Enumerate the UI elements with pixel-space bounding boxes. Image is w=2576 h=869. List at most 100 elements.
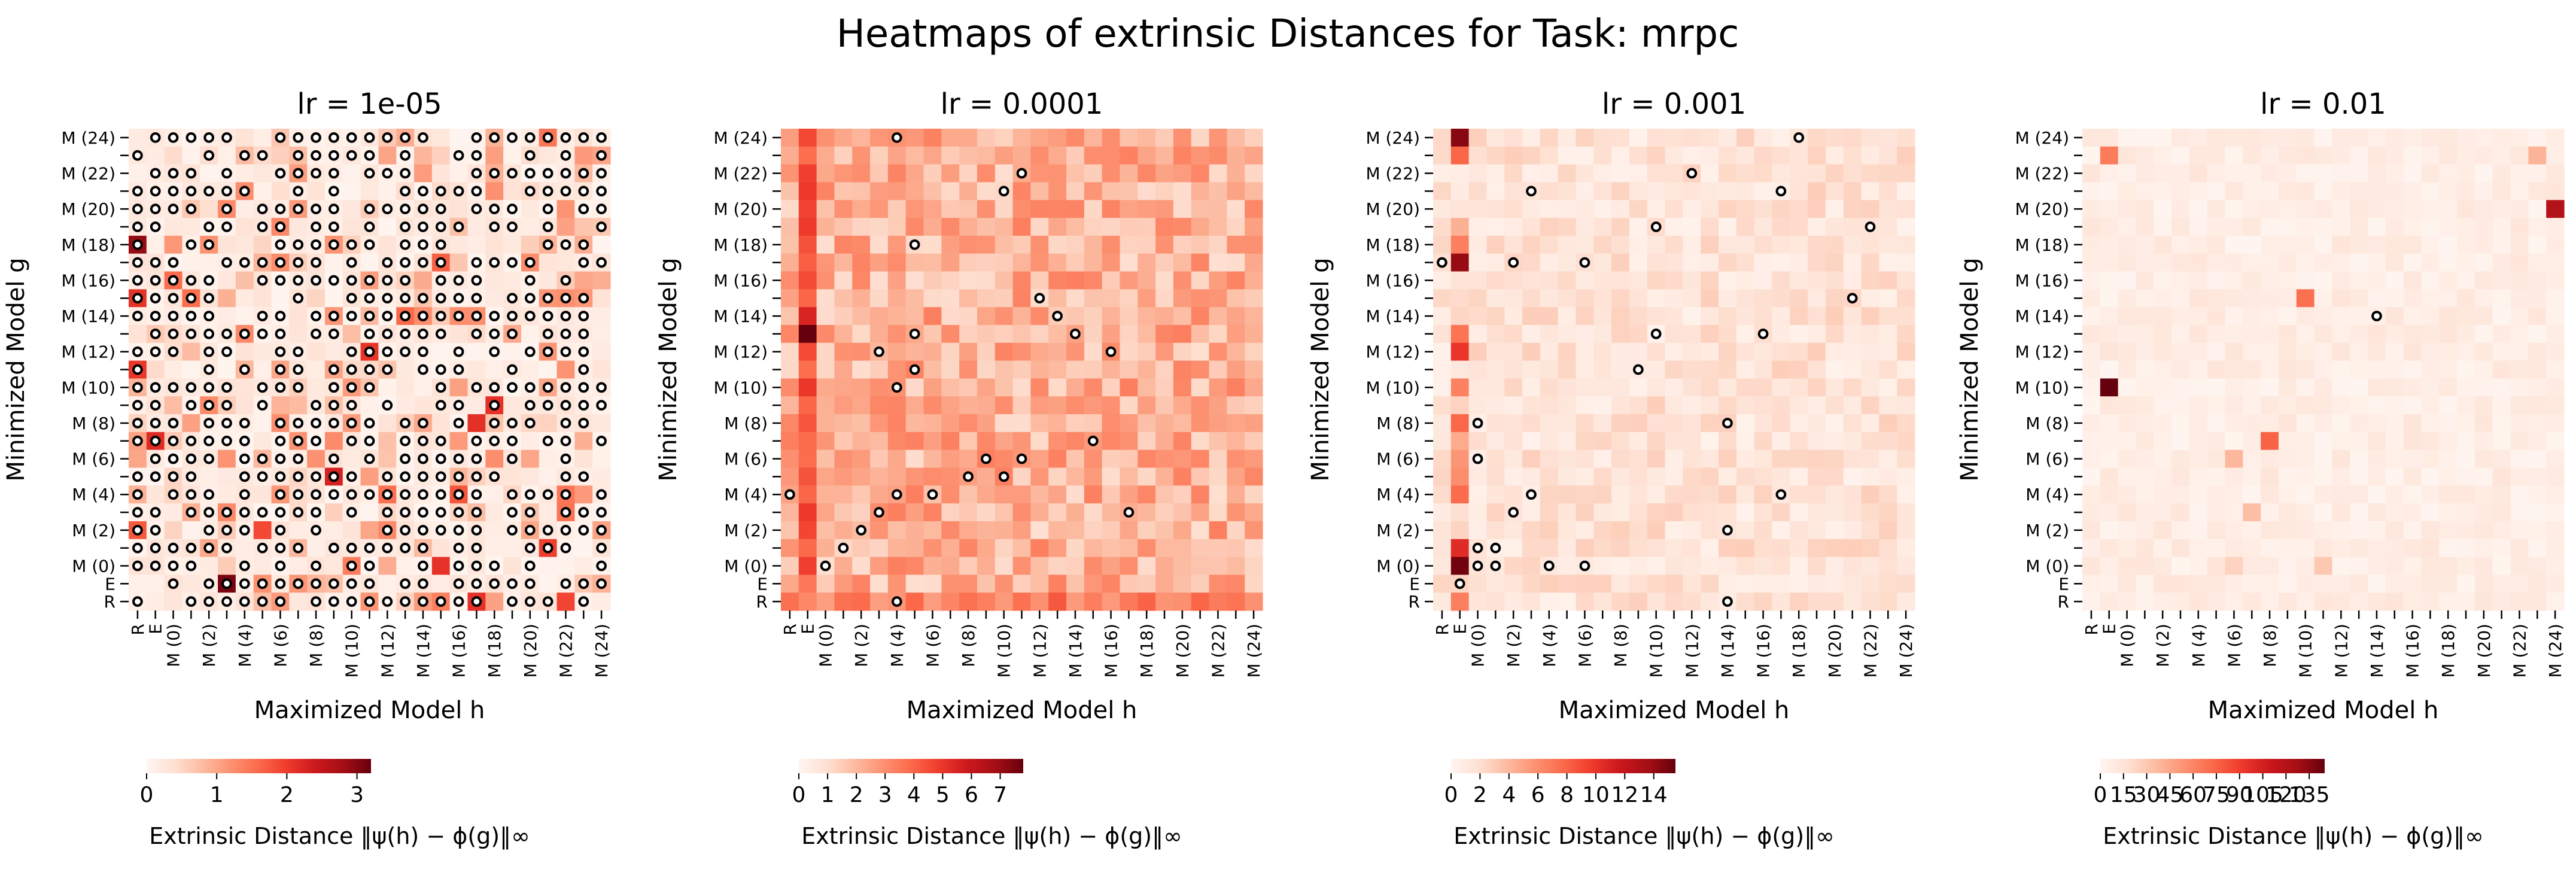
heatmap-cell [164,146,183,165]
heatmap-cell [994,414,1014,433]
significance-marker [524,400,536,411]
significance-marker [489,346,500,357]
significance-marker [400,578,410,590]
heatmap-cell [1576,146,1594,165]
heatmap-cell [1879,485,1897,504]
heatmap-cell [2296,449,2315,469]
heatmap-cell [2243,414,2261,433]
heatmap-cell [1825,253,1844,272]
heatmap-cell [146,235,165,254]
heatmap-cell [2261,432,2279,451]
heatmap-cell [2385,592,2404,611]
heatmap-cell [977,557,996,575]
significance-marker [418,524,428,536]
significance-marker [150,560,161,572]
heatmap-cell [1209,575,1227,593]
heatmap-cell [1486,235,1505,254]
heatmap-cell [2136,218,2154,236]
heatmap-cell [2457,129,2475,147]
heatmap-cell [1504,539,1523,558]
heatmap-cell [798,539,817,558]
heatmap-cell [1504,146,1523,165]
heatmap-cell [253,557,272,575]
heatmap-cell [2510,307,2529,326]
heatmap-cell [1522,432,1541,451]
heatmap-cell [2421,360,2440,379]
heatmap-cell [2314,129,2333,147]
colorbar [2100,759,2325,773]
heatmap-cell [2439,592,2458,611]
heatmap-cell [905,218,924,236]
significance-marker [203,186,215,197]
heatmap-cell [1772,271,1790,290]
heatmap-cell [1754,307,1773,326]
significance-marker [400,221,410,232]
heatmap-cell [1155,182,1174,200]
heatmap-cell [923,557,942,575]
heatmap-cell [923,253,942,272]
significance-marker [293,507,304,518]
heatmap-cell [1558,182,1577,200]
heatmap-cell [816,146,835,165]
heatmap-cell [1173,182,1192,200]
heatmap-cell [2296,129,2315,147]
significance-marker [275,578,286,590]
heatmap-cell [1861,307,1879,326]
significance-marker [257,329,268,339]
heatmap-cell [2118,503,2137,522]
heatmap-cell [1102,271,1121,290]
panel-title: lr = 0.0001 [941,87,1103,121]
heatmap-cell [2225,396,2243,415]
heatmap-cell [2118,307,2137,326]
significance-marker [275,346,286,357]
significance-marker [1123,507,1135,518]
x-tick-label: M (14) [1718,624,1738,678]
heatmap-cell [1504,432,1523,451]
heatmap-cell [1576,414,1594,433]
heatmap-cell [1790,575,1808,593]
heatmap-cell [1558,592,1577,611]
heatmap-cell [2546,467,2565,486]
x-tick-label: M (18) [1137,624,1157,678]
heatmap-cell [2368,235,2386,254]
heatmap-cell [1173,467,1192,486]
heatmap-cell [235,396,254,415]
x-tick-label: M (2) [851,624,871,667]
heatmap-cell [1012,146,1032,165]
heatmap-cell [1665,467,1684,486]
x-tick-label: M (22) [556,624,576,678]
heatmap-cell [1861,592,1879,611]
heatmap-cell [1433,539,1452,558]
heatmap-cell [1030,485,1049,504]
x-tick-label: M (16) [1754,624,1774,678]
heatmap-cell [2118,432,2137,451]
significance-marker [329,364,339,375]
heatmap-cell [200,200,218,218]
heatmap-cell [1593,414,1612,433]
heatmap-cell [1173,539,1192,558]
heatmap-cell [781,235,799,254]
heatmap-cell [485,146,504,165]
heatmap-cell [182,253,200,272]
heatmap-cell [1683,432,1701,451]
heatmap-cell [2510,503,2529,522]
heatmap-cell [1683,324,1701,344]
heatmap-cell [1576,503,1594,522]
heatmap-cell [2474,129,2493,147]
heatmap-cell [2332,342,2350,361]
heatmap-cell [798,485,817,504]
heatmap-cell [182,342,200,361]
significance-marker [856,524,867,536]
significance-marker [524,346,536,357]
heatmap-cell [1522,539,1541,558]
significance-marker [560,471,571,482]
heatmap-cell [834,467,853,486]
significance-marker [221,132,232,143]
heatmap-cell [1576,235,1594,254]
heatmap-cell [905,307,924,326]
heatmap-cell [2189,575,2208,593]
heatmap-cell [2207,449,2226,469]
significance-marker [239,329,250,339]
significance-marker [329,489,339,500]
significance-marker [293,578,304,590]
